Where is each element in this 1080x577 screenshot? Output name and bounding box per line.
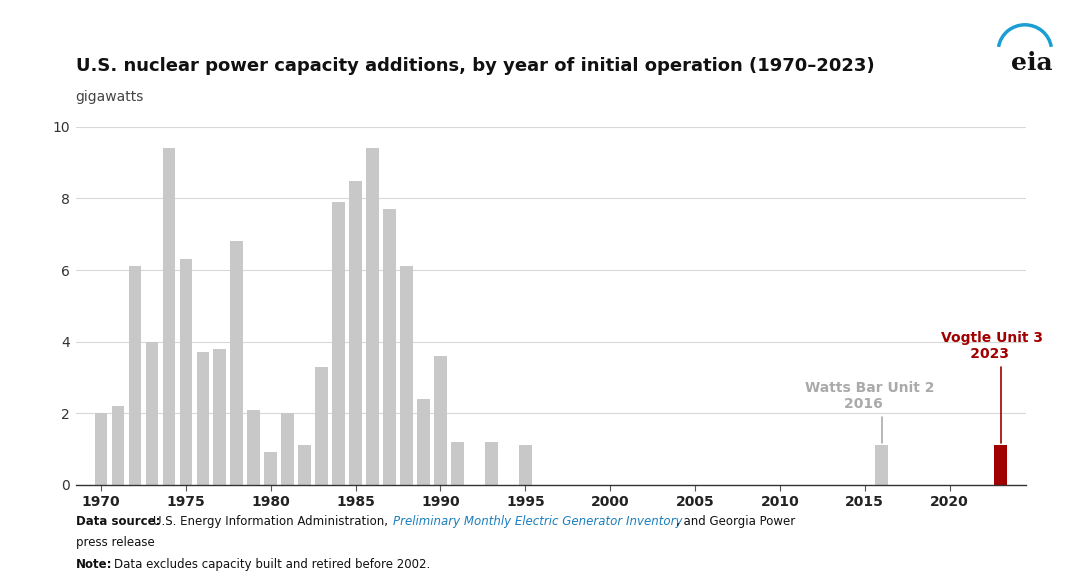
Bar (214, 349, 226, 485)
Bar (95, 413, 107, 485)
Bar (298, 445, 311, 485)
Bar (366, 148, 379, 485)
Text: press release: press release (76, 536, 154, 549)
Bar (111, 406, 124, 485)
Text: gigawatts: gigawatts (76, 90, 144, 104)
Text: Preliminary Monthly Electric Generator Inventory: Preliminary Monthly Electric Generator I… (393, 515, 683, 528)
Bar (876, 445, 888, 485)
Bar (383, 209, 396, 485)
Bar (417, 399, 430, 485)
Text: Vogtle Unit 3
      2023: Vogtle Unit 3 2023 (941, 331, 1043, 443)
Bar (451, 442, 463, 485)
Text: eia: eia (1011, 51, 1053, 75)
Bar (129, 267, 141, 485)
Bar (265, 452, 278, 485)
Bar (179, 259, 192, 485)
Text: U.S. Energy Information Administration,: U.S. Energy Information Administration, (153, 515, 392, 528)
Bar (333, 202, 345, 485)
Bar (163, 148, 175, 485)
Text: Data source:: Data source: (76, 515, 160, 528)
Bar (519, 445, 531, 485)
Bar (434, 356, 447, 485)
Text: , and Georgia Power: , and Georgia Power (676, 515, 795, 528)
Bar (197, 353, 210, 485)
Bar (315, 366, 328, 485)
Bar (349, 181, 362, 485)
Bar (401, 267, 413, 485)
Bar (230, 241, 243, 485)
Text: Watts Bar Unit 2
        2016: Watts Bar Unit 2 2016 (806, 381, 935, 443)
Bar (282, 413, 294, 485)
Bar (146, 342, 159, 485)
Bar (247, 410, 260, 485)
Text: U.S. nuclear power capacity additions, by year of initial operation (1970–2023): U.S. nuclear power capacity additions, b… (76, 57, 874, 75)
Text: Data excludes capacity built and retired before 2002.: Data excludes capacity built and retired… (114, 558, 431, 571)
Text: Note:: Note: (76, 558, 112, 571)
Bar (485, 442, 498, 485)
Bar (995, 445, 1007, 485)
